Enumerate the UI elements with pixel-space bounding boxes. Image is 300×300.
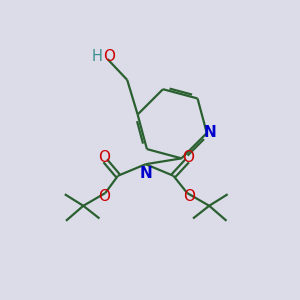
Text: O: O — [183, 189, 195, 204]
Text: N: N — [139, 166, 152, 181]
Text: N: N — [204, 124, 216, 140]
Text: H: H — [92, 49, 103, 64]
Text: O: O — [98, 149, 110, 164]
Text: O: O — [182, 149, 194, 164]
Text: O: O — [103, 49, 116, 64]
Text: O: O — [98, 189, 110, 204]
